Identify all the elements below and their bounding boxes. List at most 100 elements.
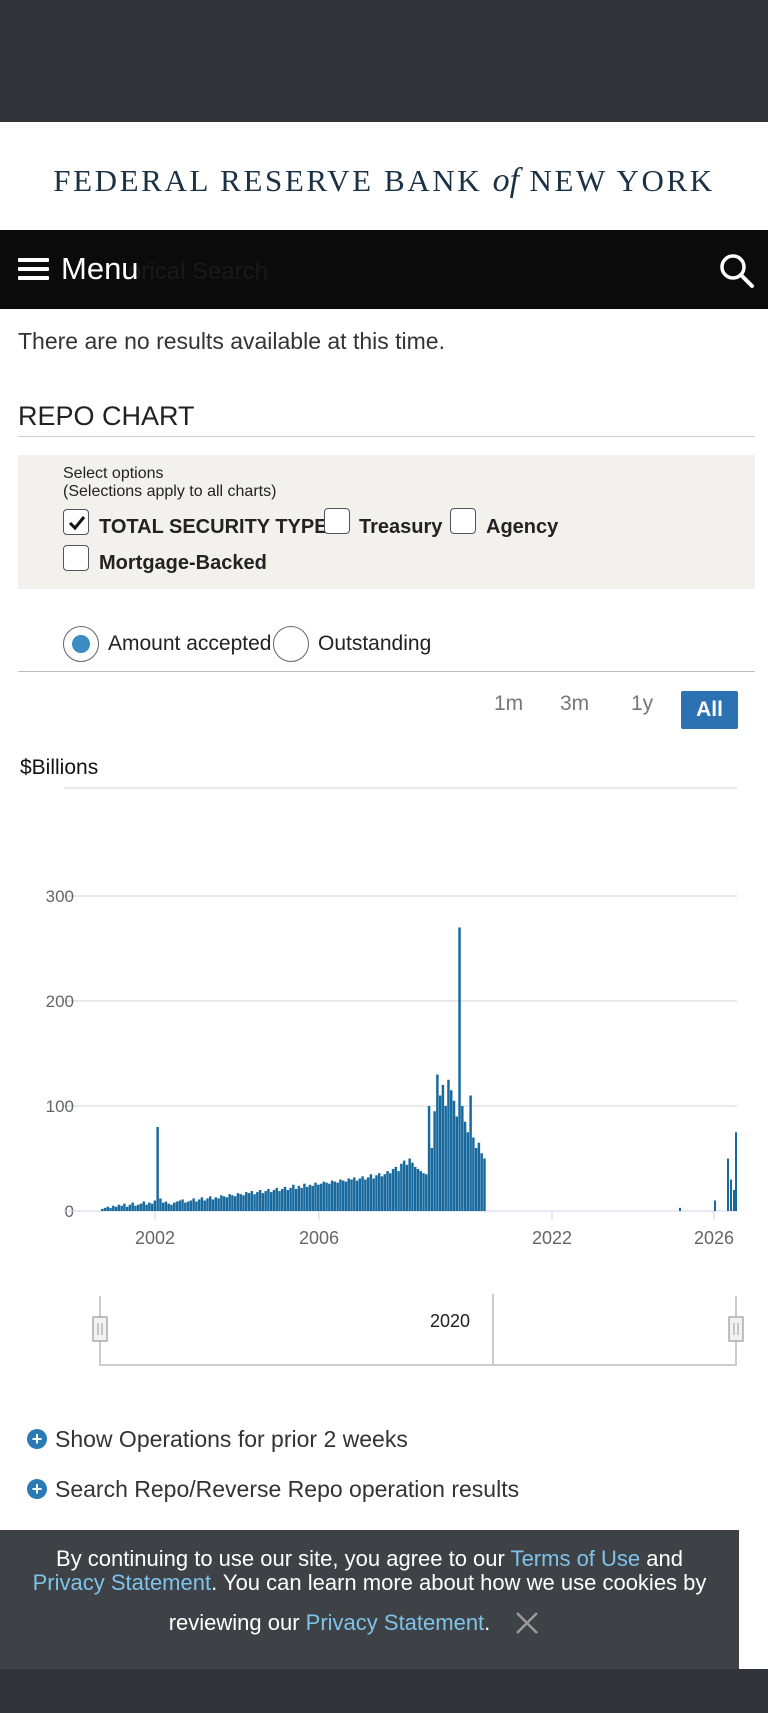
chart-bar[interactable] xyxy=(303,1183,306,1211)
chart-bar[interactable] xyxy=(350,1179,353,1212)
chart-bar[interactable] xyxy=(275,1187,278,1211)
chart-bar[interactable] xyxy=(383,1174,386,1211)
chart-bar[interactable] xyxy=(730,1179,732,1212)
chart-bar[interactable] xyxy=(175,1201,179,1211)
chart-bar[interactable] xyxy=(281,1188,284,1211)
chart-bar[interactable] xyxy=(355,1180,359,1211)
range-3m-button[interactable]: 3m xyxy=(560,692,590,715)
chart-bar[interactable] xyxy=(195,1201,198,1211)
chart-bar[interactable] xyxy=(242,1195,245,1211)
chart-bar[interactable] xyxy=(333,1181,337,1211)
chart-bar[interactable] xyxy=(714,1200,716,1212)
chart-bar[interactable] xyxy=(153,1200,157,1212)
chart-bar[interactable] xyxy=(258,1190,262,1211)
chart-bar[interactable] xyxy=(391,1169,395,1211)
chart-bar[interactable] xyxy=(305,1186,309,1211)
chart-bar[interactable] xyxy=(206,1198,209,1211)
chart-bar[interactable] xyxy=(358,1178,362,1211)
chart-bar[interactable] xyxy=(469,1095,472,1212)
chart-bar[interactable] xyxy=(178,1200,182,1212)
chart-bar[interactable] xyxy=(289,1187,292,1211)
chart-bar[interactable] xyxy=(220,1195,223,1211)
chart-bar[interactable] xyxy=(461,1106,464,1211)
chart-bar[interactable] xyxy=(336,1182,339,1211)
chart-bar[interactable] xyxy=(214,1197,218,1211)
chart-bar[interactable] xyxy=(297,1185,301,1211)
chart-bar[interactable] xyxy=(425,1174,428,1211)
chart-bar[interactable] xyxy=(112,1205,115,1211)
range-all-button[interactable]: All xyxy=(681,691,738,729)
navigator-left-handle[interactable] xyxy=(92,1316,108,1342)
chart-bar[interactable] xyxy=(161,1202,165,1211)
chart-bar[interactable] xyxy=(156,1127,159,1211)
chart-bar[interactable] xyxy=(231,1195,234,1211)
chart-bar[interactable] xyxy=(455,1116,458,1212)
chart-bar[interactable] xyxy=(369,1174,373,1211)
chart-bar[interactable] xyxy=(405,1164,409,1211)
chart-bar[interactable] xyxy=(466,1132,470,1211)
chart-bar[interactable] xyxy=(416,1169,420,1211)
search-icon[interactable] xyxy=(716,250,756,290)
chart-bar[interactable] xyxy=(211,1199,215,1211)
chart-bar[interactable] xyxy=(247,1193,251,1211)
chart-bar[interactable] xyxy=(134,1205,137,1211)
chart-bar[interactable] xyxy=(394,1166,398,1211)
chart-bar[interactable] xyxy=(386,1171,389,1211)
chart-bar[interactable] xyxy=(109,1207,112,1211)
chart-bar[interactable] xyxy=(128,1204,132,1211)
chart-bar[interactable] xyxy=(375,1175,378,1211)
chart-bar[interactable] xyxy=(269,1192,273,1211)
checkbox-treasury[interactable] xyxy=(324,508,350,534)
chart-bar[interactable] xyxy=(145,1204,148,1211)
chart-bar[interactable] xyxy=(197,1199,201,1211)
chart-bar[interactable] xyxy=(117,1204,121,1211)
chart-bar[interactable] xyxy=(733,1190,735,1211)
checkbox-total-security-types[interactable] xyxy=(63,509,89,535)
chart-bar[interactable] xyxy=(101,1208,104,1211)
chart-bar[interactable] xyxy=(150,1203,154,1211)
search-repo-toggle[interactable]: + Search Repo/Reverse Repo operation resu… xyxy=(27,1476,519,1503)
chart-bar[interactable] xyxy=(419,1171,422,1211)
chart-bar[interactable] xyxy=(314,1182,317,1211)
chart-bar[interactable] xyxy=(408,1158,411,1212)
chart-bar[interactable] xyxy=(167,1203,170,1211)
chart-bar[interactable] xyxy=(228,1194,231,1211)
range-navigator[interactable] xyxy=(0,1290,768,1370)
chart-bar[interactable] xyxy=(139,1203,143,1211)
chart-bar[interactable] xyxy=(181,1199,184,1211)
chart-bar[interactable] xyxy=(272,1190,276,1211)
chart-bar[interactable] xyxy=(427,1106,431,1211)
chart-bar[interactable] xyxy=(364,1179,367,1212)
chart-bar[interactable] xyxy=(253,1194,256,1211)
chart-bar[interactable] xyxy=(353,1177,356,1211)
chart-bar[interactable] xyxy=(377,1173,381,1211)
chart-bar[interactable] xyxy=(441,1085,445,1211)
chart-bar[interactable] xyxy=(189,1200,193,1212)
chart-bar[interactable] xyxy=(114,1206,118,1211)
chart-bar[interactable] xyxy=(344,1181,348,1211)
chart-bar[interactable] xyxy=(184,1202,187,1211)
chart-bar[interactable] xyxy=(447,1079,450,1211)
chart-bar[interactable] xyxy=(148,1202,151,1211)
chart-bar[interactable] xyxy=(397,1171,400,1211)
chart-bar[interactable] xyxy=(400,1163,403,1211)
navigator-right-handle[interactable] xyxy=(728,1316,744,1342)
chart-bar[interactable] xyxy=(103,1207,107,1211)
privacy-statement-link[interactable]: Privacy Statement xyxy=(32,1570,212,1595)
chart-bar[interactable] xyxy=(286,1190,290,1211)
chart-bar[interactable] xyxy=(264,1191,267,1211)
chart-bar[interactable] xyxy=(438,1095,442,1212)
chart-bar[interactable] xyxy=(322,1181,326,1211)
chart-bar[interactable] xyxy=(170,1204,173,1211)
chart-bar[interactable] xyxy=(452,1100,456,1211)
chart-bar[interactable] xyxy=(341,1180,345,1211)
chart-bar[interactable] xyxy=(203,1200,206,1212)
chart-bar[interactable] xyxy=(222,1196,226,1211)
chart-bar[interactable] xyxy=(330,1180,334,1211)
chart-bar[interactable] xyxy=(361,1176,364,1211)
chart-bar[interactable] xyxy=(389,1173,392,1211)
hamburger-icon[interactable] xyxy=(18,258,49,280)
chart-bar[interactable] xyxy=(278,1191,281,1211)
chart-bar[interactable] xyxy=(411,1162,414,1211)
chart-bar[interactable] xyxy=(317,1184,320,1211)
